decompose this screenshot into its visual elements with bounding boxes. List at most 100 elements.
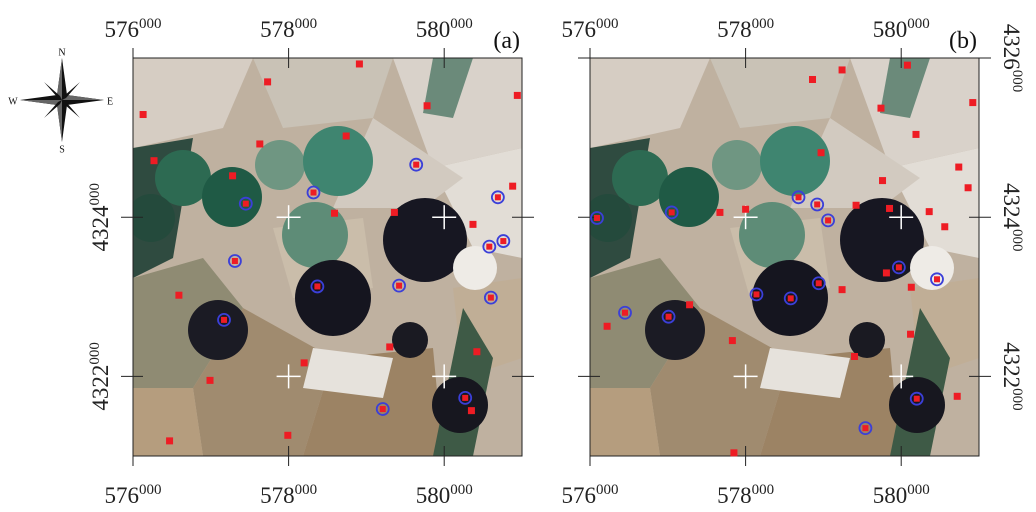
selected-point [669,209,675,215]
sample-point [879,177,886,184]
sample-point [839,66,846,73]
sample-point [907,331,914,338]
selected-point [814,201,820,207]
map-panel: 576000 576000 578000 578000 580000 580000 4322… [562,16,1025,508]
sample-point [514,92,521,99]
selected-point [243,201,249,207]
selected-point [396,283,402,289]
x-tick-label: 578000 [717,482,774,508]
y-tick-label: 4322000 [87,342,113,411]
sample-point [904,62,911,69]
selected-point [314,283,320,289]
sample-point [716,209,723,216]
selected-point [594,215,600,221]
sample-point [955,164,962,171]
selected-point [914,396,920,402]
x-tick-label: 578000 [260,16,317,42]
x-tick-label: 576000 [105,482,162,508]
x-tick-label: 580000 [873,482,930,508]
y-tick-label: 4324000 [87,183,113,252]
sample-point [509,183,516,190]
selected-point [380,406,386,412]
selected-point [462,395,468,401]
sample-point [926,208,933,215]
selected-point [232,258,238,264]
compass-north: N [58,47,65,58]
x-tick-label: 580000 [416,16,473,42]
x-tick-label: 578000 [717,16,774,42]
selected-point [488,295,494,301]
selected-point [666,314,672,320]
sample-point [965,184,972,191]
x-tick-label: 580000 [416,482,473,508]
sample-point [469,221,476,228]
sample-point [331,210,338,217]
selected-point [622,310,628,316]
sample-point [886,205,893,212]
sample-point [969,99,976,106]
sample-point [264,78,271,85]
x-tick-label: 576000 [562,16,619,42]
sample-point [883,269,890,276]
selected-point [816,280,822,286]
selected-point [413,162,419,168]
sample-point [877,105,884,112]
y-tick-label: 4326000 [999,24,1025,93]
sample-point [839,286,846,293]
sample-point [730,449,737,456]
sample-point [343,133,350,140]
compass-south: S [59,144,65,155]
sample-point [908,284,915,291]
y-tick-label: 4322000 [999,342,1025,411]
figure: N E S W 576000 576000 578000 578000 580000 58… [0,0,1036,512]
sample-point [686,301,693,308]
sample-point [742,206,749,213]
sample-point [912,131,919,138]
selected-point [500,238,506,244]
sample-point [473,348,480,355]
selected-point [753,291,759,297]
sample-point [140,111,147,118]
selected-point [862,425,868,431]
sample-point [151,157,158,164]
panel-label: (a) [493,28,520,54]
sample-point [301,359,308,366]
y-tick-label: 4324000 [999,183,1025,252]
sample-point [954,393,961,400]
sample-point [166,437,173,444]
sample-point [386,343,393,350]
sample-point [256,140,263,147]
selected-point [495,194,501,200]
sample-point [818,149,825,156]
sample-point [604,323,611,330]
sample-point [391,209,398,216]
sample-point [809,76,816,83]
x-tick-label: 580000 [873,16,930,42]
sample-point [229,172,236,179]
selected-point [486,244,492,250]
sample-point [941,223,948,230]
x-tick-label: 578000 [260,482,317,508]
selected-point [825,217,831,223]
panel-label: (b) [949,28,977,54]
map-panel: 576000 576000 578000 578000 580000 580000 4322… [87,16,534,508]
x-tick-label: 576000 [562,482,619,508]
sample-point [284,432,291,439]
sample-point [851,353,858,360]
sample-point [468,407,475,414]
sample-point [175,292,182,299]
x-tick-label: 576000 [105,16,162,42]
selected-point [896,264,902,270]
sample-point [853,202,860,209]
selected-point [310,190,316,196]
selected-point [221,317,227,323]
compass-west: W [8,96,18,107]
selected-point [788,295,794,301]
sample-point [207,377,214,384]
compass-east: E [107,96,113,107]
selected-point [934,276,940,282]
sample-point [729,337,736,344]
sample-point [424,102,431,109]
selected-point [796,194,802,200]
compass: N E S W [8,47,113,155]
